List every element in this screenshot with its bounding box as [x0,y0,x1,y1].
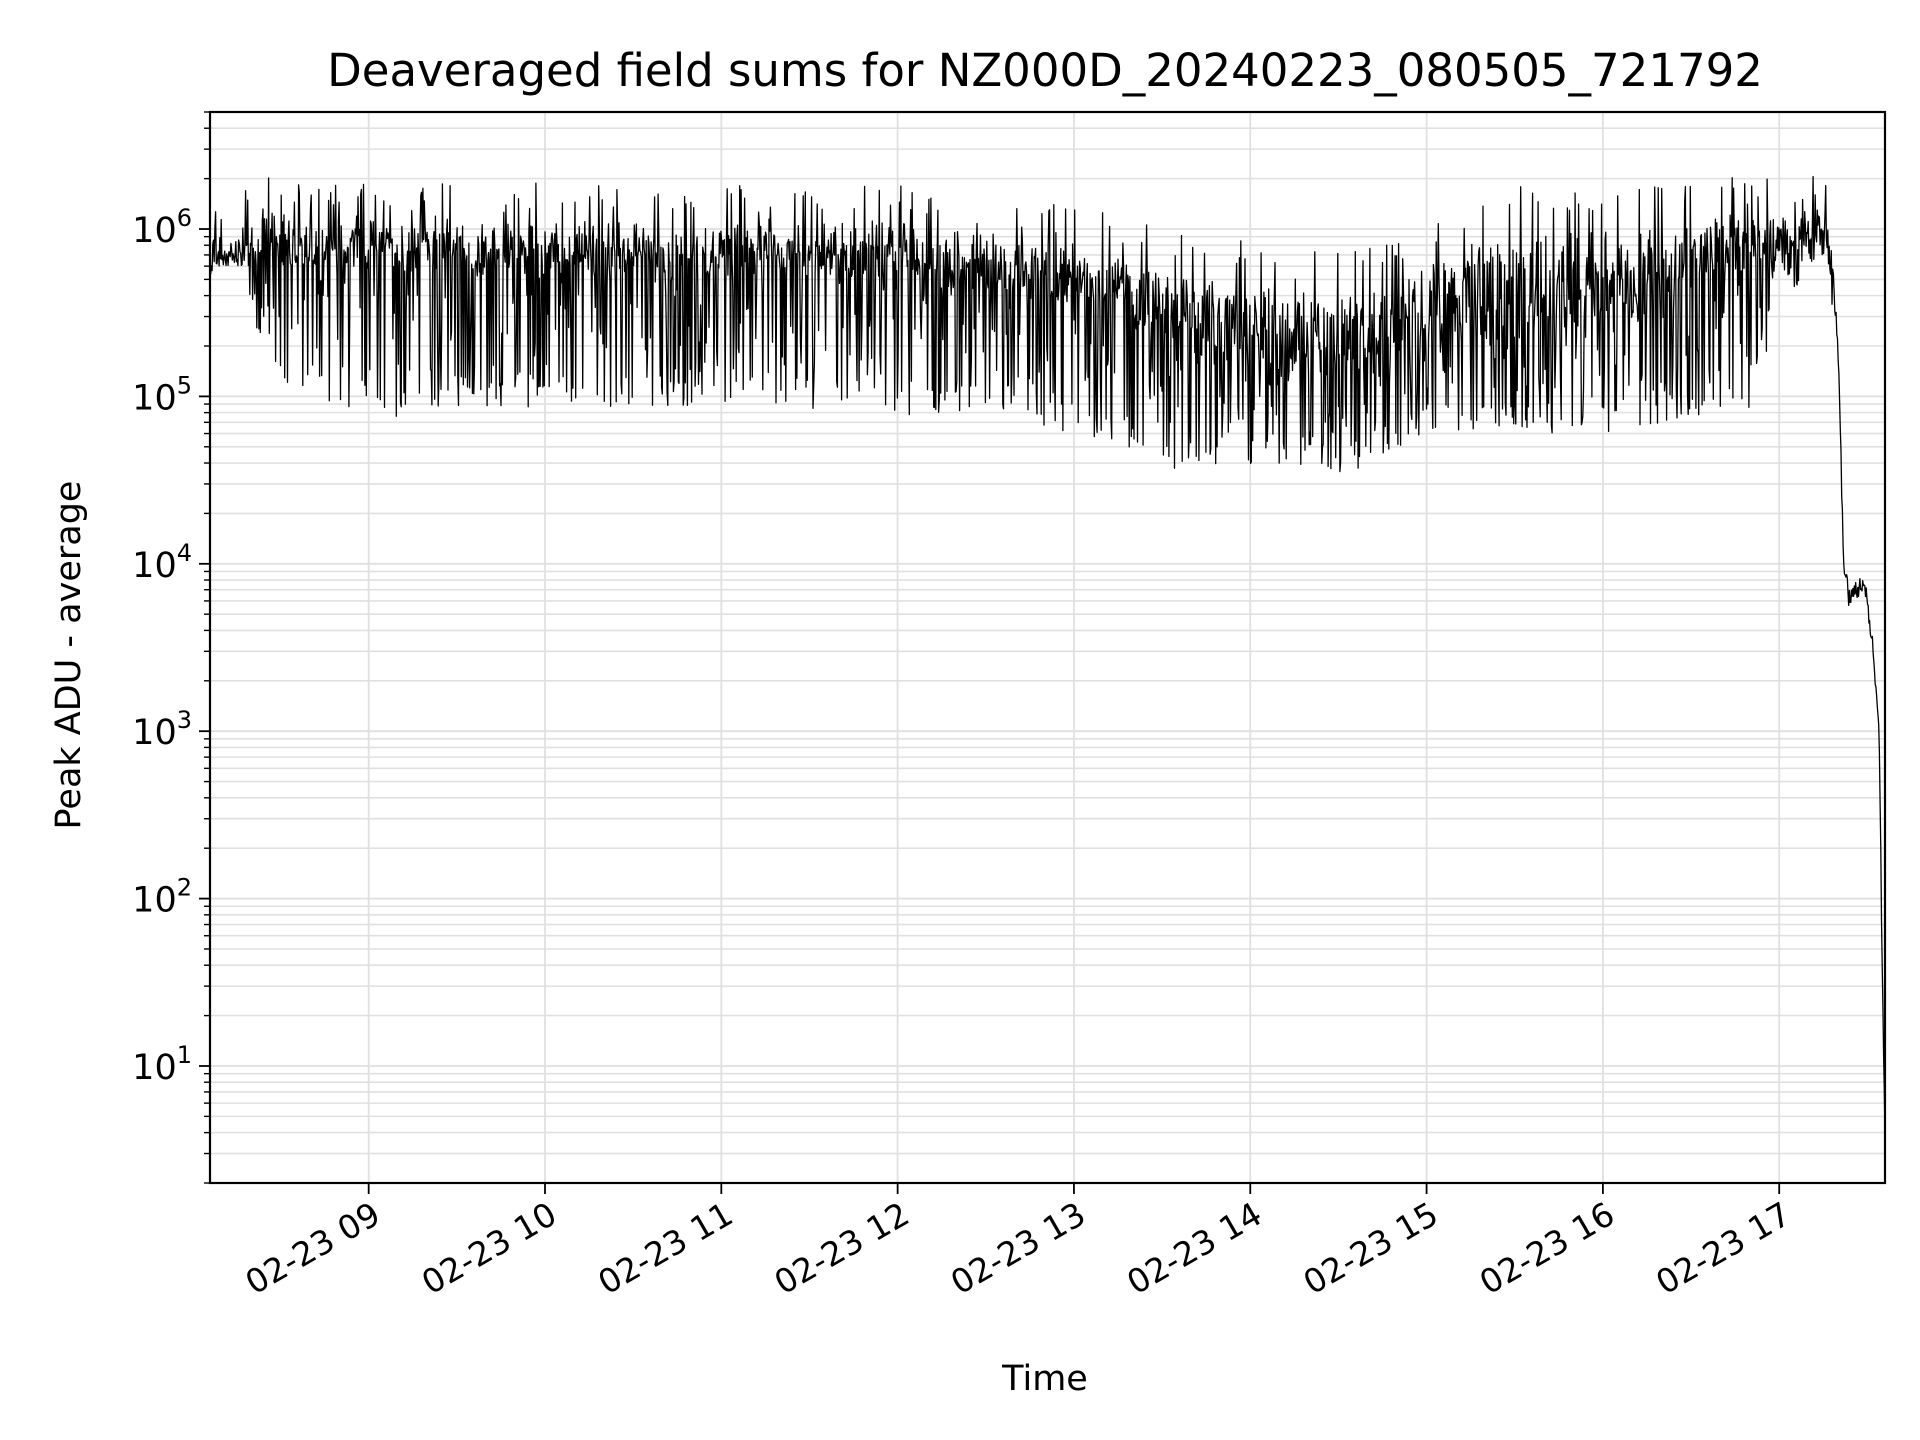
grid-major-lines [210,112,1885,1183]
y-tick-label-base: 10 [132,1048,177,1088]
y-tick-label-exponent: 4 [177,539,192,567]
x-tick-label: 02-23 15 [1297,1194,1445,1302]
y-tick-label-exponent: 1 [177,1041,192,1069]
x-tick-label: 02-23 09 [239,1194,387,1302]
x-tick-label: 02-23 13 [944,1194,1092,1302]
y-axis-title: Peak ADU - average [49,481,89,830]
x-tick-label: 02-23 12 [768,1194,916,1302]
y-tick-label-base: 10 [132,881,177,921]
y-tick-label: 102 [132,874,192,921]
x-tick-label: 02-23 16 [1473,1194,1621,1302]
y-tick-label-exponent: 2 [177,874,192,902]
plot-frame [208,110,1887,1185]
y-tick-label-exponent: 6 [177,204,192,232]
series-line [209,175,1886,1138]
chart-title: Deaveraged field sums for NZ000D_2024022… [327,44,1763,97]
y-tick-label-exponent: 3 [177,706,192,734]
y-tick-label-base: 10 [132,713,177,753]
y-tick-label: 101 [132,1041,192,1088]
y-tick-label: 105 [132,371,192,418]
x-tick-label: 02-23 17 [1649,1194,1797,1302]
x-axis-ticks: 02-23 09 02-23 10 02-23 11 02-23 12 02-23 13… [239,1183,1797,1302]
y-tick-label-base: 10 [132,546,177,586]
x-axis-title: Time [1001,1359,1088,1399]
x-tick-label: 02-23 11 [591,1194,739,1302]
series-layer [209,175,1886,1138]
y-tick-label: 103 [132,706,192,753]
y-tick-label-exponent: 5 [177,371,192,399]
y-tick-label-base: 10 [132,211,177,251]
y-tick-label-base: 10 [132,378,177,418]
y-tick-label: 106 [132,204,192,251]
x-tick-label: 02-23 10 [415,1194,563,1302]
x-tick-label: 02-23 14 [1120,1194,1268,1302]
y-tick-label: 104 [132,539,192,586]
